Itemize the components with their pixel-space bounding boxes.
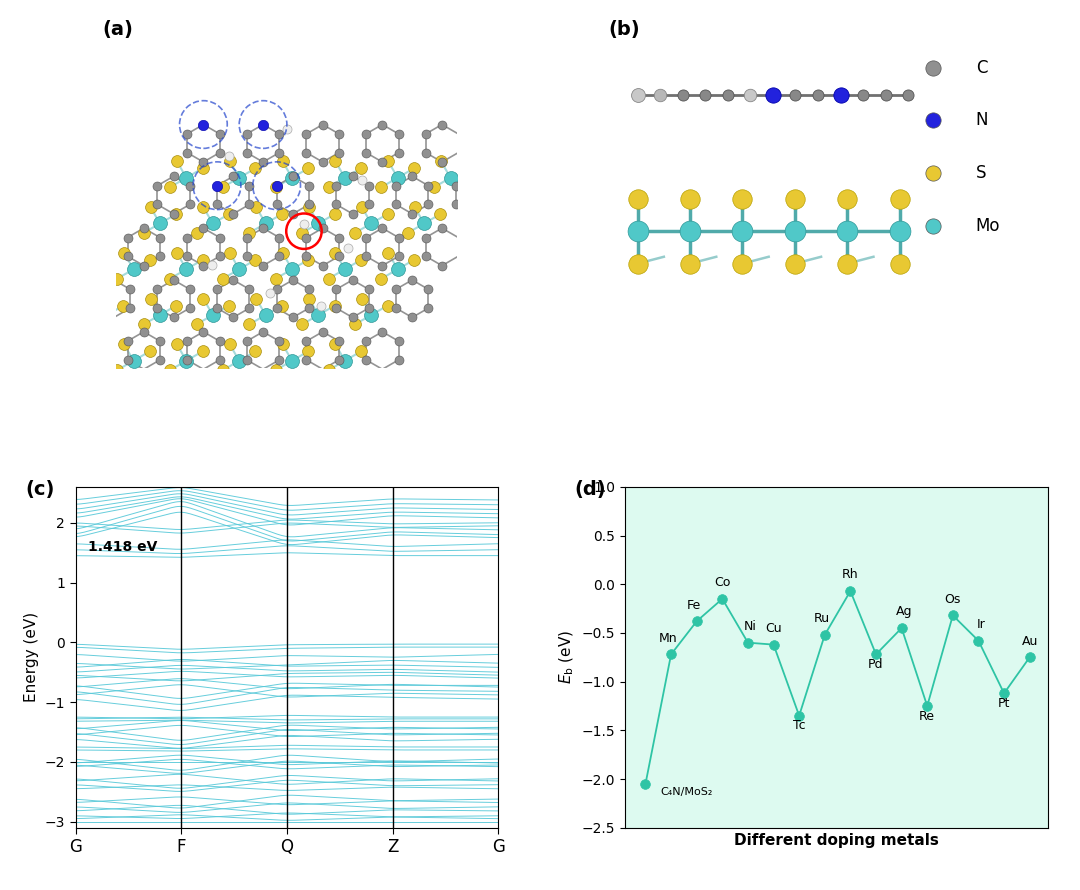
Text: Ir: Ir <box>976 618 985 631</box>
Text: Ru: Ru <box>814 612 831 625</box>
Text: (d): (d) <box>575 480 606 499</box>
Text: Au: Au <box>1022 635 1038 648</box>
Y-axis label: $E_{\mathrm{b}}$ (eV): $E_{\mathrm{b}}$ (eV) <box>557 630 576 684</box>
Text: Cu: Cu <box>766 622 782 635</box>
Text: (b): (b) <box>608 20 639 39</box>
Text: Tc: Tc <box>793 719 806 732</box>
Text: Pd: Pd <box>868 658 883 671</box>
Text: Co: Co <box>714 576 730 589</box>
Text: N: N <box>975 111 988 129</box>
Text: S: S <box>975 165 986 182</box>
Y-axis label: Energy (eV): Energy (eV) <box>24 612 39 702</box>
X-axis label: Different doping metals: Different doping metals <box>733 833 939 848</box>
Text: Mn: Mn <box>659 632 678 644</box>
Text: Ag: Ag <box>896 605 913 619</box>
Text: (a): (a) <box>103 20 134 39</box>
Text: 1.418 eV: 1.418 eV <box>89 540 158 554</box>
Text: Pt: Pt <box>998 697 1010 710</box>
Text: Ni: Ni <box>744 620 757 633</box>
Text: C₄N/MoS₂: C₄N/MoS₂ <box>661 787 713 797</box>
Text: (c): (c) <box>25 480 54 499</box>
Text: C: C <box>975 59 987 77</box>
Text: Re: Re <box>919 709 935 723</box>
Text: Mo: Mo <box>975 217 1000 235</box>
Text: Rh: Rh <box>842 569 859 581</box>
Text: Os: Os <box>945 593 961 606</box>
Text: Fe: Fe <box>687 598 701 611</box>
